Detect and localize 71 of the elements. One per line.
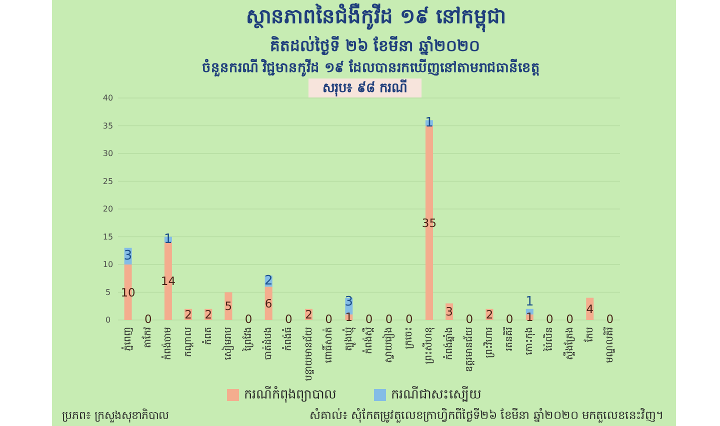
x-tick-label: ភ្នំពេញ [120, 327, 134, 351]
data-label: 0 [244, 312, 252, 326]
data-label: 0 [144, 312, 152, 326]
y-tick-label: 5 [105, 288, 111, 297]
data-label: 2 [264, 274, 273, 289]
data-label: 4 [586, 302, 594, 316]
data-label: 2 [305, 307, 312, 322]
data-label: 1 [345, 310, 353, 324]
data-label: 10 [120, 285, 136, 300]
data-label: 2 [204, 307, 212, 322]
data-label: 0 [285, 312, 292, 326]
x-tick-label: កំពង់ឆ្នាំង [442, 327, 455, 360]
data-label: 0 [365, 312, 373, 326]
x-tick-label: កោះកុង [524, 327, 536, 355]
annotation: ប្រភព៖ ក្រសួងសុខាភិបាល [62, 409, 168, 422]
chart-title: ស្ថានភាពនៃជំងឺកូវីដ ១៩ នៅកម្ពុជា [246, 3, 506, 33]
x-tick-label: រតនគិរី [502, 327, 516, 351]
legend-label: ករណីជាសះស្បើយ [391, 386, 481, 402]
y-tick-label: 0 [105, 316, 111, 324]
y-tick-label: 20 [102, 204, 114, 214]
y-tick-label: 40 [102, 94, 114, 102]
y-tick-label: 10 [102, 260, 114, 269]
x-tick-label: ព្រះសីហនុ [422, 327, 436, 364]
x-tick-label: ព្រះវិហារ [482, 327, 495, 358]
x-tick-label: មណ្ឌលគិរី [602, 327, 616, 363]
x-tick-label: កំពង់ចាម [160, 327, 174, 360]
legend-label: ករណីកំពុងព្យាបាល [244, 386, 336, 404]
data-label: 2 [486, 307, 494, 322]
annotation: ចំនួនករណី វិជ្ជមានកូវីដ ១៩ ដែលបានរកឃើញនៅតាមរាជធានីខេត្ត [202, 60, 540, 76]
x-tick-label: ព្រៃវែង [241, 327, 254, 352]
x-tick-label: កែប [583, 327, 596, 342]
x-tick-label: តាកែវ [142, 327, 154, 348]
data-label: 0 [325, 312, 333, 326]
data-label: 2 [184, 307, 192, 322]
data-label: 0 [385, 312, 393, 326]
data-label: 0 [546, 312, 554, 326]
x-tick-label: ឧត្ដរមានជ័យ [462, 327, 475, 372]
x-tick-label: ស្ទឹងត្រែង [562, 327, 576, 360]
data-label: 1 [526, 294, 534, 310]
x-tick-label: ក្រចេះ [404, 327, 415, 349]
data-label: 3 [124, 248, 132, 264]
data-label: 0 [466, 312, 474, 326]
x-tick-label: បន្ទាយមានជ័យ [301, 327, 314, 381]
y-tick-label: 35 [102, 121, 114, 130]
data-label: 3 [344, 294, 354, 310]
data-label: 35 [422, 216, 437, 230]
x-tick-label: កំពង់ធំ [281, 327, 294, 351]
data-label: 0 [606, 312, 614, 326]
x-tick-label: កំពត [200, 327, 214, 345]
y-tick-label: 30 [102, 149, 114, 158]
y-tick-label: 15 [102, 232, 114, 242]
chart-subtitle: គិតដល់ថ្ងៃទី ២៦ ខែមីនា ឆ្នាំ២០២០ [270, 35, 480, 56]
x-tick-label: សៀមរាប [220, 327, 235, 360]
x-tick-label: កំពង់ស្ពឺ [362, 327, 374, 354]
x-tick-label: ស្វាយរៀង [382, 327, 396, 363]
annotation: សរុប៖ ៩៨ ករណី [308, 78, 422, 98]
x-tick-label: ពោធិ៍សាត់ [321, 327, 334, 363]
x-tick-label: ត្បូងឃ្មុំ [341, 327, 356, 351]
data-label: 0 [566, 312, 574, 326]
annotation: សំគាល់៖ សុំកែតម្រូវតួលេខក្រាហ្វិកពីថ្ងៃទី២៦ ខែមីនា ឆ្នាំ២០២០ មកតួលេខនេះវិញ។ [309, 408, 664, 422]
data-label: 1 [526, 310, 534, 324]
y-tick-label: 25 [102, 176, 114, 186]
data-label: 0 [506, 312, 514, 326]
x-tick-label: ប៉ៃលិន [542, 327, 556, 352]
data-label: 3 [446, 304, 453, 319]
x-tick-label: កណ្ដាល [182, 327, 194, 357]
data-label: 14 [160, 274, 176, 288]
x-tick-label: បាត់ដំបង [261, 327, 274, 360]
data-label: 5 [224, 299, 232, 314]
data-label: 0 [405, 312, 413, 326]
data-label: 6 [264, 296, 272, 310]
